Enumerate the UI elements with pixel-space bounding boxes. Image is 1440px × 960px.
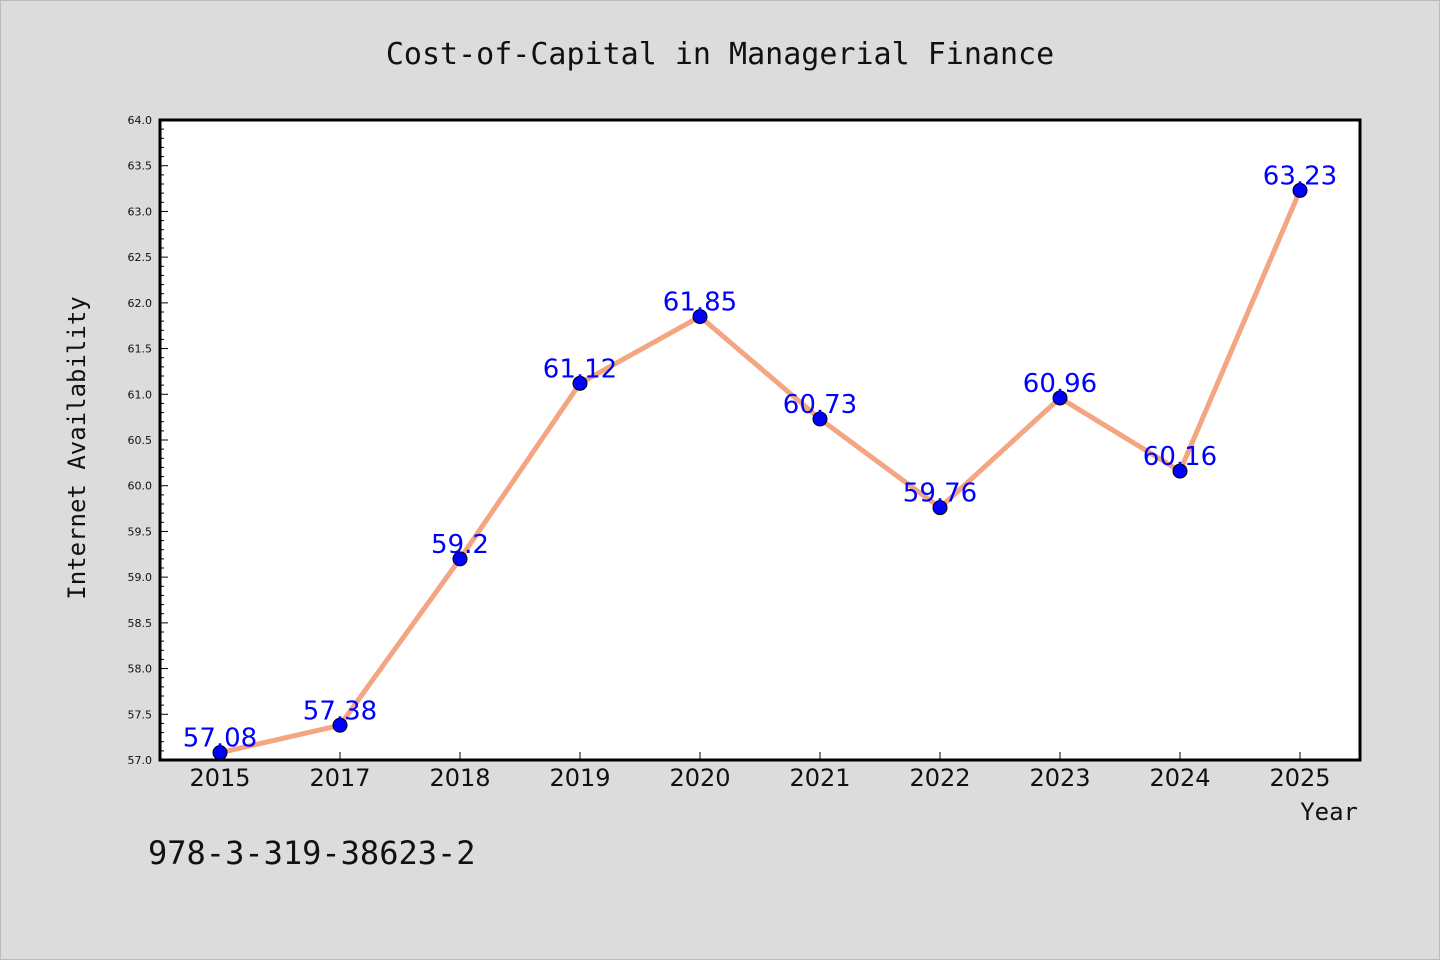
y-axis: 57.0 57.5 58.0 58.5 59.0 59.5 60.0 60.5 61.0 61.5… xyxy=(128,114,168,767)
x-tick-label: 2017 xyxy=(309,764,370,792)
x-axis: 2015 2017 2018 2019 2020 2021 2022 2023 2024 2025 xyxy=(189,752,1331,792)
data-label: 60.96 xyxy=(1023,369,1097,399)
data-point xyxy=(452,551,468,567)
data-point xyxy=(932,500,948,516)
data-point xyxy=(1172,463,1188,479)
y-tick-label: 58.0 xyxy=(128,663,153,676)
x-tick-label: 2023 xyxy=(1029,764,1090,792)
x-tick-label: 2025 xyxy=(1269,764,1330,792)
y-tick-label: 57.5 xyxy=(128,708,153,721)
plot-frame xyxy=(158,118,1362,762)
data-point xyxy=(332,717,348,733)
y-tick-label: 57.0 xyxy=(128,754,153,767)
chart-title: Cost-of-Capital in Managerial Finance xyxy=(386,37,1054,72)
data-point xyxy=(692,309,708,325)
x-tick-label: 2020 xyxy=(669,764,730,792)
y-tick-label: 61.0 xyxy=(128,388,153,401)
data-label: 57.08 xyxy=(183,724,257,754)
x-tick-label: 2021 xyxy=(789,764,850,792)
data-label: 61.12 xyxy=(543,354,617,384)
data-label: 59.76 xyxy=(903,479,977,509)
data-labels: 57.08 57.38 59.2 61.12 61.85 60.73 59.76 60.96 6… xyxy=(183,161,1337,753)
y-tick-label: 63.5 xyxy=(128,160,153,173)
y-tick-label: 60.0 xyxy=(128,480,153,493)
y-tick-label: 62.5 xyxy=(128,251,153,264)
y-tick-label: 58.5 xyxy=(128,617,153,630)
y-tick-label: 60.5 xyxy=(128,434,153,447)
series-markers xyxy=(212,182,1308,761)
y-tick-label: 62.0 xyxy=(128,297,153,310)
data-label: 60.16 xyxy=(1143,442,1217,472)
y-tick-label: 63.0 xyxy=(128,205,153,218)
plot-area xyxy=(160,120,1360,760)
data-label: 63.23 xyxy=(1263,161,1337,191)
data-point xyxy=(1052,390,1068,406)
x-tick-label: 2019 xyxy=(549,764,610,792)
y-tick-label: 61.5 xyxy=(128,343,153,356)
x-tick-label: 2015 xyxy=(189,764,250,792)
data-point xyxy=(572,375,588,391)
data-label: 60.73 xyxy=(783,390,857,420)
isbn-text: 978-3-319-38623-2 xyxy=(148,834,476,872)
y-tick-label: 64.0 xyxy=(128,114,153,127)
data-point xyxy=(812,411,828,427)
y-tick-label: 59.5 xyxy=(128,525,153,538)
series-line xyxy=(219,189,1303,756)
y-axis-label: Internet Availability xyxy=(63,296,91,599)
data-label: 59.2 xyxy=(431,530,489,560)
x-tick-label: 2024 xyxy=(1149,764,1210,792)
y-tick-label: 59.0 xyxy=(128,571,153,584)
data-point xyxy=(1292,182,1308,198)
x-tick-label: 2022 xyxy=(909,764,970,792)
data-label: 61.85 xyxy=(663,288,737,318)
x-axis-label: Year xyxy=(1300,798,1358,826)
x-tick-label: 2018 xyxy=(429,764,490,792)
data-label: 57.38 xyxy=(303,696,377,726)
